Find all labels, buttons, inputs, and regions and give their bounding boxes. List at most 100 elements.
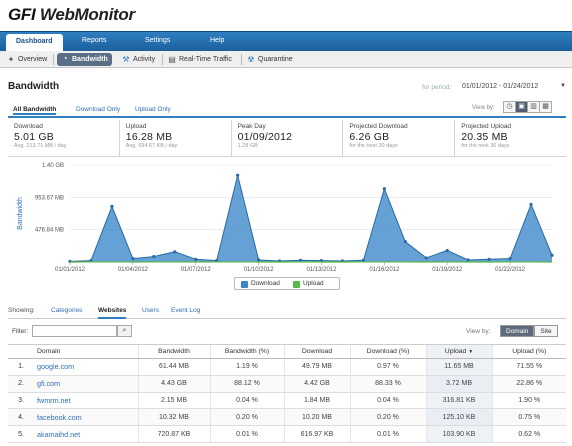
col-header-download[interactable]: Download xyxy=(283,344,350,359)
cell-domain[interactable]: fwmrm.net xyxy=(34,392,138,410)
cell-domain[interactable]: akamaihd.net xyxy=(34,425,138,443)
download-point xyxy=(403,240,407,244)
col-header-bandwidth[interactable]: Bandwidth xyxy=(137,344,210,359)
x-tick-label: 01/16/2012 xyxy=(369,267,400,273)
cell-download-pct: 88.33 % xyxy=(349,375,426,393)
tab-settings[interactable]: Settings xyxy=(145,37,171,44)
download-point xyxy=(487,257,491,261)
cell-upload-pct: 1.90 % xyxy=(491,392,566,410)
sort-desc-icon: ▼ xyxy=(468,349,474,355)
bandwidth-icon: ◔ xyxy=(62,54,68,63)
tab-upload-only[interactable]: Upload Only xyxy=(135,106,171,113)
sub-navigation: ✦ Overview ◔ Bandwidth ⚒ Activity ▤ Real… xyxy=(0,51,572,68)
week-view-icon[interactable]: ▥ xyxy=(527,101,540,113)
stat-label: Peak Day xyxy=(237,123,266,130)
subnav-bandwidth[interactable]: ◔ Bandwidth xyxy=(57,53,112,66)
stat-label: Projected Download xyxy=(349,123,408,130)
subnav-overview-label: Overview xyxy=(18,56,48,63)
chevron-down-icon[interactable]: ▼ xyxy=(560,83,566,89)
stat-sub: Avg. 213.71 MB / day xyxy=(14,143,67,149)
legend-upload[interactable]: Upload xyxy=(293,280,324,288)
cell-upload: 316.81 KB xyxy=(425,392,492,410)
stat-sub: 1.28 GB xyxy=(237,143,258,149)
col-header-index xyxy=(8,344,34,359)
tab-users[interactable]: Users xyxy=(142,307,159,314)
cell-download-pct: 0.04 % xyxy=(349,392,426,410)
websites-table: Domain Bandwidth Bandwidth (%) Download … xyxy=(8,344,566,443)
x-tick-label: 01/04/2012 xyxy=(118,267,149,273)
viewby-site-button[interactable]: Site xyxy=(534,325,558,337)
subnav-realtime-label: Real-Time Traffic xyxy=(179,56,232,63)
col-header-upload[interactable]: Upload ▼ xyxy=(425,344,492,359)
download-point xyxy=(550,253,554,257)
month-view-icon[interactable]: ▦ xyxy=(539,101,552,113)
table-row[interactable]: 4. facebook.com 10.32 MB 0.20 % 10.20 MB 0.20… xyxy=(8,408,566,427)
tab-reports[interactable]: Reports xyxy=(82,37,107,44)
cell-bandwidth-pct: 0.20 % xyxy=(209,408,284,427)
viewby-label: View by: xyxy=(466,328,491,335)
viewby-domain-button[interactable]: Domain xyxy=(500,325,535,337)
stat-projected-download: Projected Download 6.26 GB for the next … xyxy=(343,120,456,156)
download-point xyxy=(298,258,303,262)
download-point xyxy=(257,258,261,262)
col-header-upload-pct[interactable]: Upload (%) xyxy=(491,344,566,359)
app-logo: GFI WebMonitor xyxy=(8,5,135,27)
search-icon[interactable]: ⌕ xyxy=(117,325,132,337)
x-tick-label: 01/22/2012 xyxy=(495,267,526,273)
tab-help[interactable]: Help xyxy=(210,37,225,44)
tab-dashboard[interactable]: Dashboard xyxy=(6,34,63,52)
stat-value: 5.01 GB xyxy=(14,131,54,143)
table-header-row: Domain Bandwidth Bandwidth (%) Download … xyxy=(8,344,566,359)
download-point xyxy=(110,204,114,208)
legend-label: Download xyxy=(251,280,280,287)
page-title: Bandwidth xyxy=(8,81,60,92)
tab-event-log[interactable]: Event Log xyxy=(171,307,201,314)
col-header-domain[interactable]: Domain xyxy=(34,344,138,359)
subnav-realtime-traffic[interactable]: ▤ Real-Time Traffic xyxy=(166,54,232,66)
subnav-quarantine[interactable]: ☢ Quarantine xyxy=(245,54,292,66)
stat-value: 6.26 GB xyxy=(349,131,390,143)
bandwidth-view-tabs: All Bandwidth Download Only Upload Only xyxy=(8,104,566,118)
cell-upload: 103.90 KB xyxy=(425,425,492,443)
cell-bandwidth: 10.32 MB xyxy=(137,408,210,427)
stat-label: Upload xyxy=(125,123,147,130)
showing-label: Showing: xyxy=(8,307,35,314)
stat-sub: Avg. 694.67 KB / day xyxy=(125,143,178,149)
period-selector[interactable]: 01/01/2012 - 01/24/2012 xyxy=(462,83,539,90)
cell-domain[interactable]: gfi.com xyxy=(34,375,138,393)
table-row[interactable]: 1. google.com 61.44 MB 1.19 % 49.79 MB 0.97 %… xyxy=(8,358,566,376)
download-point xyxy=(466,258,470,262)
download-point xyxy=(445,248,449,253)
x-tick-label: 01/13/2012 xyxy=(306,267,337,273)
table-row[interactable]: 5. akamaihd.net 720.87 KB 0.01 % 616.97 KB 0.… xyxy=(8,425,566,443)
y-tick-label: 1.40 GB xyxy=(42,163,64,169)
download-point xyxy=(131,257,135,261)
y-tick-label: 953.67 MB xyxy=(35,195,64,201)
tab-categories[interactable]: Categories xyxy=(51,307,83,314)
cell-domain[interactable]: facebook.com xyxy=(34,408,138,427)
col-header-bandwidth-pct[interactable]: Bandwidth (%) xyxy=(209,344,284,359)
cell-upload-pct: 22.86 % xyxy=(491,375,566,393)
legend-label: Upload xyxy=(303,280,324,287)
subnav-overview[interactable]: ✦ Overview xyxy=(5,54,48,66)
subnav-divider xyxy=(162,54,163,65)
download-line xyxy=(69,175,553,262)
table-row[interactable]: 3. fwmrm.net 2.15 MB 0.04 % 1.84 MB 0.04 % 316… xyxy=(8,392,566,410)
legend-download[interactable]: Download xyxy=(241,280,280,288)
subnav-activity[interactable]: ⚒ Activity xyxy=(120,54,155,66)
col-header-download-pct[interactable]: Download (%) xyxy=(349,344,426,359)
tab-all-bandwidth[interactable]: All Bandwidth xyxy=(13,106,57,115)
subnav-divider xyxy=(53,54,54,65)
cell-index: 5. xyxy=(8,425,34,443)
download-point xyxy=(424,256,428,260)
filter-input[interactable] xyxy=(32,325,117,337)
stat-peak-day: Peak Day 01/09/2012 1.28 GB xyxy=(232,120,344,156)
table-row[interactable]: 2. gfi.com 4.43 GB 88.12 % 4.42 GB 88.33 % 3.7… xyxy=(8,375,566,393)
activity-icon: ⚒ xyxy=(122,55,130,64)
tab-websites[interactable]: Websites xyxy=(98,307,127,319)
cell-index: 1. xyxy=(8,358,34,376)
cell-domain[interactable]: google.com xyxy=(34,358,138,376)
download-point xyxy=(529,202,533,206)
tab-download-only[interactable]: Download Only xyxy=(76,106,121,113)
cell-bandwidth-pct: 0.04 % xyxy=(209,392,284,410)
